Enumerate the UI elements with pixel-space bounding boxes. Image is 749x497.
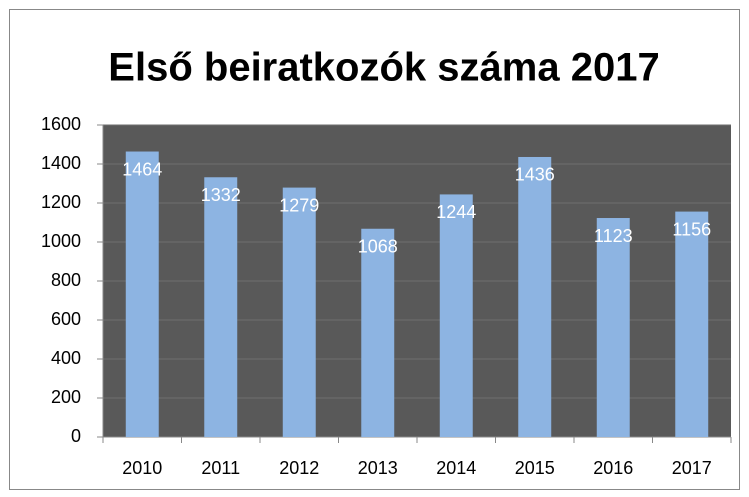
data-label: 1332 [201,185,241,205]
bar [675,211,709,437]
y-tick-label: 0 [71,426,81,446]
bar [204,177,238,437]
data-label: 1279 [279,195,319,215]
data-label: 1068 [358,236,398,256]
bar [596,218,630,437]
data-label: 1244 [436,202,476,222]
bar [282,187,316,437]
y-tick-label: 1400 [41,153,81,173]
x-tick-label: 2014 [436,458,476,478]
x-tick-label: 2015 [515,458,555,478]
y-tick-label: 200 [51,387,81,407]
bar [518,156,552,438]
x-tick-label: 2011 [201,458,240,478]
data-label: 1156 [672,219,711,239]
data-label: 1123 [594,226,633,246]
y-tick-label: 800 [51,270,81,290]
y-tick-label: 1200 [41,192,81,212]
x-tick-label: 2017 [672,458,712,478]
x-tick-label: 2016 [593,458,633,478]
chart-title: Első beiratkozók száma 2017 [108,46,659,90]
y-tick-label: 1600 [41,114,81,134]
y-tick-label: 1000 [41,231,81,251]
y-tick-label: 600 [51,309,81,329]
x-tick-label: 2012 [279,458,319,478]
y-tick-label: 400 [51,348,81,368]
data-label: 1436 [515,165,555,185]
data-label: 1464 [122,159,162,179]
bar [439,194,473,437]
bar [361,228,395,437]
bar [125,151,159,437]
x-tick-label: 2013 [358,458,398,478]
x-tick-label: 2010 [122,458,162,478]
